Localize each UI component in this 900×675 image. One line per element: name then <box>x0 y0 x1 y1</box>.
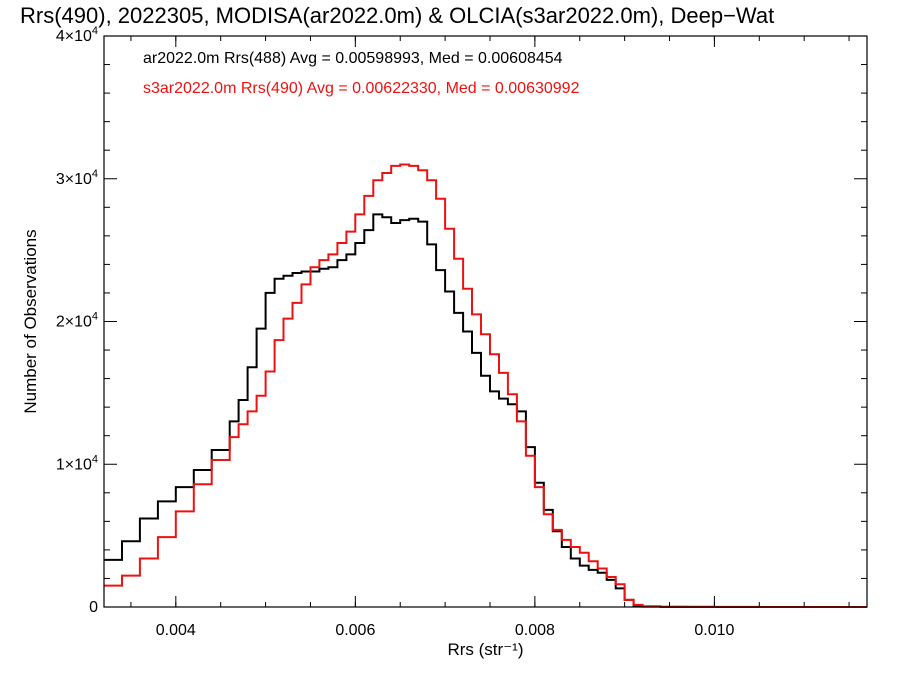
x-axis-label: Rrs (str⁻¹) <box>447 640 523 659</box>
y-tick-label: 4×104 <box>56 25 98 45</box>
axis-ticks: 0.004 0.006 0.008 0.010 0 1×104 2×104 3×104 4×10… <box>56 25 867 639</box>
legend-entry-1: ar2022.0m Rrs(488) Avg = 0.00598993, Med… <box>143 50 563 67</box>
x-tick-label: 0.010 <box>694 622 734 639</box>
series-line-1 <box>104 213 867 608</box>
y-axis-label: Number of Observations <box>21 229 40 413</box>
series-line-2 <box>104 163 867 608</box>
x-tick-label: 0.008 <box>515 622 555 639</box>
y-tick-label: 2×104 <box>56 311 98 331</box>
x-tick-label: 0.006 <box>335 622 375 639</box>
series-layer <box>104 163 867 608</box>
chart-title: Rrs(490), 2022305, MODISA(ar2022.0m) & O… <box>20 3 774 28</box>
y-tick-label: 3×104 <box>56 168 98 188</box>
y-tick-label: 0 <box>89 599 98 616</box>
legend-entry-2: s3ar2022.0m Rrs(490) Avg = 0.00622330, M… <box>143 80 580 97</box>
legend: ar2022.0m Rrs(488) Avg = 0.00598993, Med… <box>143 50 580 97</box>
plot-frame <box>103 35 868 608</box>
x-tick-label: 0.004 <box>156 622 196 639</box>
y-tick-label: 1×104 <box>56 453 98 473</box>
